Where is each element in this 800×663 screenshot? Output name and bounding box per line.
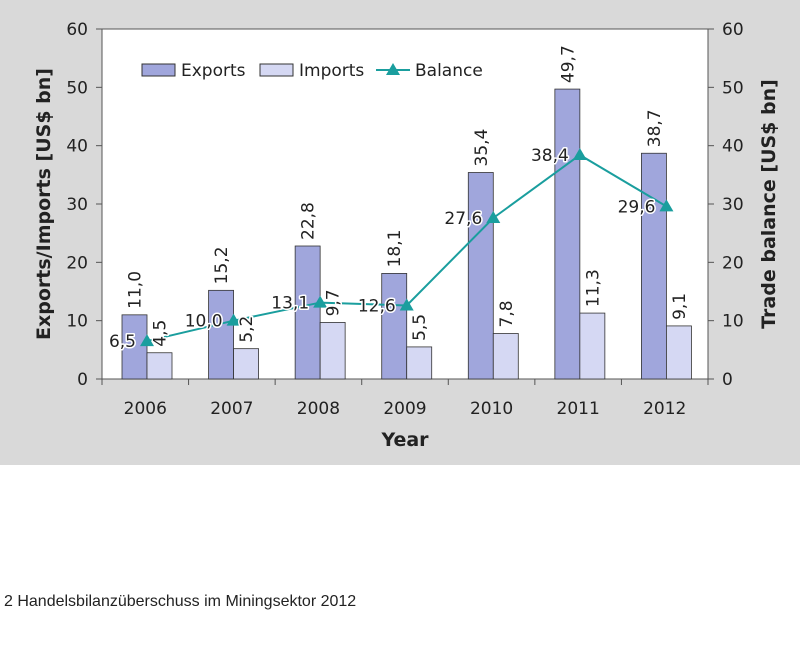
bar-exports: [294, 245, 321, 380]
bar-imports: [233, 348, 259, 380]
data-label-balance: 13,1: [271, 294, 309, 314]
x-axis-title: Year: [380, 429, 429, 451]
y-tick-label: 20: [66, 253, 88, 273]
data-label-balance: 10,0: [185, 312, 223, 332]
balance-marker: [486, 211, 501, 223]
y2-tick-label: 30: [722, 195, 744, 215]
data-label-imports: 7,8: [497, 300, 517, 327]
x-tick-label: 2009: [383, 399, 426, 419]
bar-imports: [406, 346, 433, 380]
bar-imports: [492, 333, 519, 380]
legend-label-imports: Imports: [299, 61, 364, 81]
x-tick-label: 2011: [557, 399, 600, 419]
y-tick-label: 10: [66, 312, 88, 332]
data-label-balance: 12,6: [358, 297, 396, 317]
data-label-balance: 38,4: [531, 146, 569, 166]
legend-label-balance: Balance: [415, 61, 483, 81]
data-label-exports: 35,4: [472, 129, 492, 167]
data-label-exports: 11,0: [126, 271, 146, 309]
balance-marker: [399, 298, 414, 311]
y-tick-label: 40: [66, 137, 88, 157]
trade-chart: 0 0 10 10 20 20 30 30 40 40 50 50 60 60 2006 2007 2008 20…: [33, 20, 780, 451]
y2-axis-title: Trade balance [US$ bn]: [758, 79, 780, 329]
legend-label-exports: Exports: [181, 61, 246, 81]
x-tick-label: 2006: [124, 399, 167, 419]
data-label-exports: 15,2: [212, 246, 232, 284]
bar-imports: [666, 325, 692, 380]
y-tick-label: 30: [66, 195, 88, 215]
data-label-exports: 49,7: [558, 45, 578, 83]
y-axis-title: Exports/Imports [US$ bn]: [33, 68, 55, 340]
y2-tick-label: 50: [722, 78, 744, 98]
figure-caption: 2 Handelsbilanzüberschuss im Miningsekto…: [4, 593, 357, 610]
x-tick-label: 2008: [297, 399, 340, 419]
legend-swatch-imports: [259, 63, 294, 77]
balance-marker: [572, 148, 587, 160]
legend-swatch-exports: [141, 63, 176, 77]
y2-tick-label: 60: [722, 20, 744, 40]
x-tick-label: 2012: [643, 399, 686, 419]
bar-imports: [579, 312, 606, 380]
data-label-balance: 29,6: [618, 197, 656, 217]
y-tick-label: 60: [66, 20, 88, 40]
data-label-imports: 9,7: [324, 289, 344, 316]
data-label-imports: 5,5: [410, 314, 430, 341]
bar-exports: [467, 172, 494, 380]
balance-marker: [226, 313, 241, 326]
data-label-imports: 9,1: [670, 293, 690, 320]
legend-marker-balance: [386, 63, 400, 75]
x-tick-label: 2010: [470, 399, 513, 419]
bar-exports: [381, 273, 408, 380]
data-label-exports: 18,1: [385, 230, 405, 268]
bar-imports: [146, 352, 173, 380]
data-label-exports: 38,7: [645, 109, 665, 147]
data-label-imports: 11,3: [583, 269, 603, 307]
data-label-balance: 6,5: [109, 332, 136, 352]
y2-tick-label: 20: [722, 253, 744, 273]
bar-exports: [208, 289, 234, 380]
balance-marker: [659, 199, 674, 212]
data-label-imports: 5,2: [237, 316, 257, 343]
y-tick-label: 50: [66, 78, 88, 98]
y2-tick-label: 10: [722, 312, 744, 332]
bar-exports: [554, 88, 581, 380]
data-label-exports: 22,8: [299, 202, 319, 240]
balance-marker: [140, 334, 154, 347]
data-label-balance: 27,6: [444, 209, 482, 229]
balance-marker: [313, 295, 328, 308]
y2-tick-label: 0: [722, 370, 733, 390]
y-tick-label: 0: [77, 370, 88, 390]
x-tick-label: 2007: [210, 399, 253, 419]
bar-exports: [641, 152, 667, 380]
y2-tick-label: 40: [722, 137, 744, 157]
data-label-imports: 4,5: [151, 320, 171, 347]
bar-exports: [121, 314, 148, 380]
bar-imports: [319, 322, 346, 380]
